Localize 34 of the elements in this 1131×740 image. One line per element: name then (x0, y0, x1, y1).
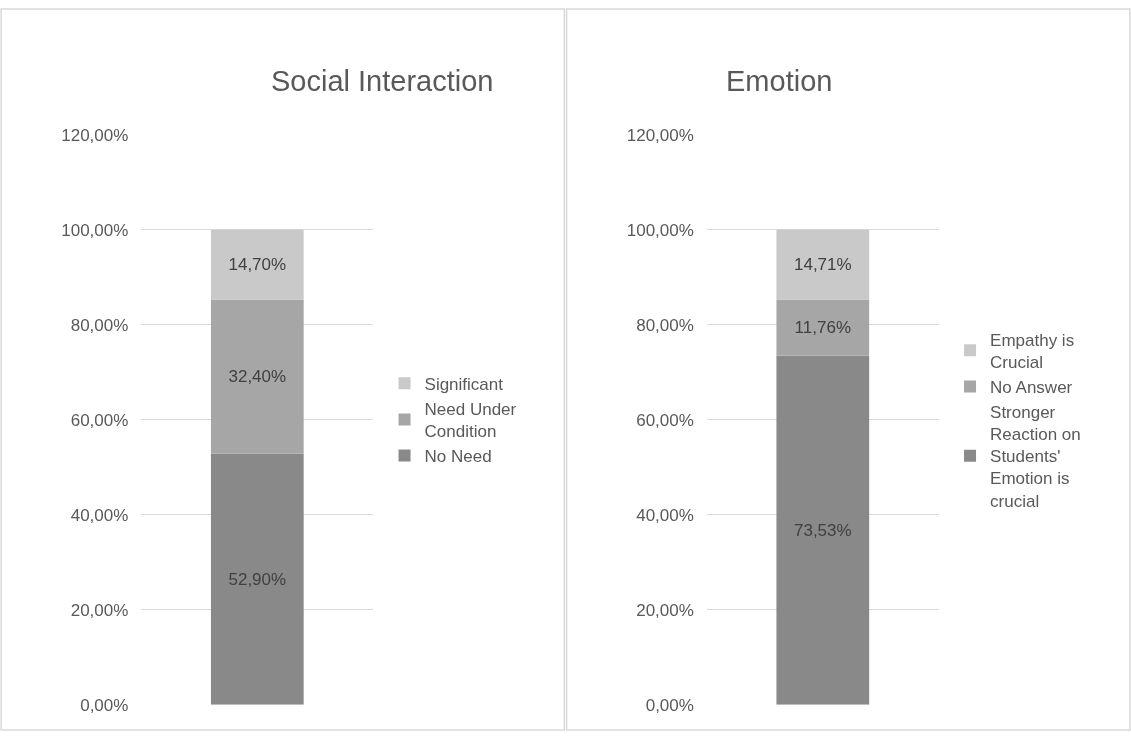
data-label: 14,70% (228, 255, 287, 275)
legend-label: Stronger Reaction on Students' Emotion is crucial (990, 403, 1081, 511)
legend-label: Need Under Condition (424, 399, 517, 442)
chart-title: Social Interaction (271, 65, 494, 97)
bar (776, 299, 870, 356)
legend-label: Empathy is Crucial (990, 330, 1075, 372)
y-tick-label: 40,00% (70, 505, 129, 525)
chart-title: Emotion (726, 65, 833, 97)
y-tick-label: 60,00% (636, 410, 694, 430)
y-tick-label: 0,00% (645, 695, 694, 715)
y-tick-label: 60,00% (70, 410, 129, 430)
y-tick-label: 40,00% (636, 505, 694, 525)
data-label: 14,71% (793, 255, 852, 275)
data-label: 32,40% (228, 366, 287, 386)
bar (776, 229, 870, 300)
y-tick-label: 120,00% (626, 125, 694, 145)
bar (210, 229, 304, 300)
bar (776, 355, 870, 705)
bar (210, 453, 304, 705)
y-tick-label: 20,00% (70, 600, 129, 620)
bar (210, 299, 304, 454)
y-tick-label: 80,00% (636, 315, 694, 335)
legend-label: No Need (424, 447, 492, 467)
y-tick-label: 0,00% (80, 695, 129, 715)
legend-label: No Answer (990, 378, 1073, 398)
y-tick-label: 20,00% (636, 600, 694, 620)
y-tick-label: 100,00% (626, 220, 694, 240)
data-label: 73,53% (793, 520, 852, 540)
data-label: 52,90% (228, 569, 287, 589)
data-label: 11,76% (794, 317, 852, 337)
y-tick-label: 100,00% (61, 220, 129, 240)
y-tick-label: 120,00% (61, 125, 129, 145)
y-tick-label: 80,00% (70, 315, 129, 335)
legend-label: Significant (424, 374, 504, 394)
